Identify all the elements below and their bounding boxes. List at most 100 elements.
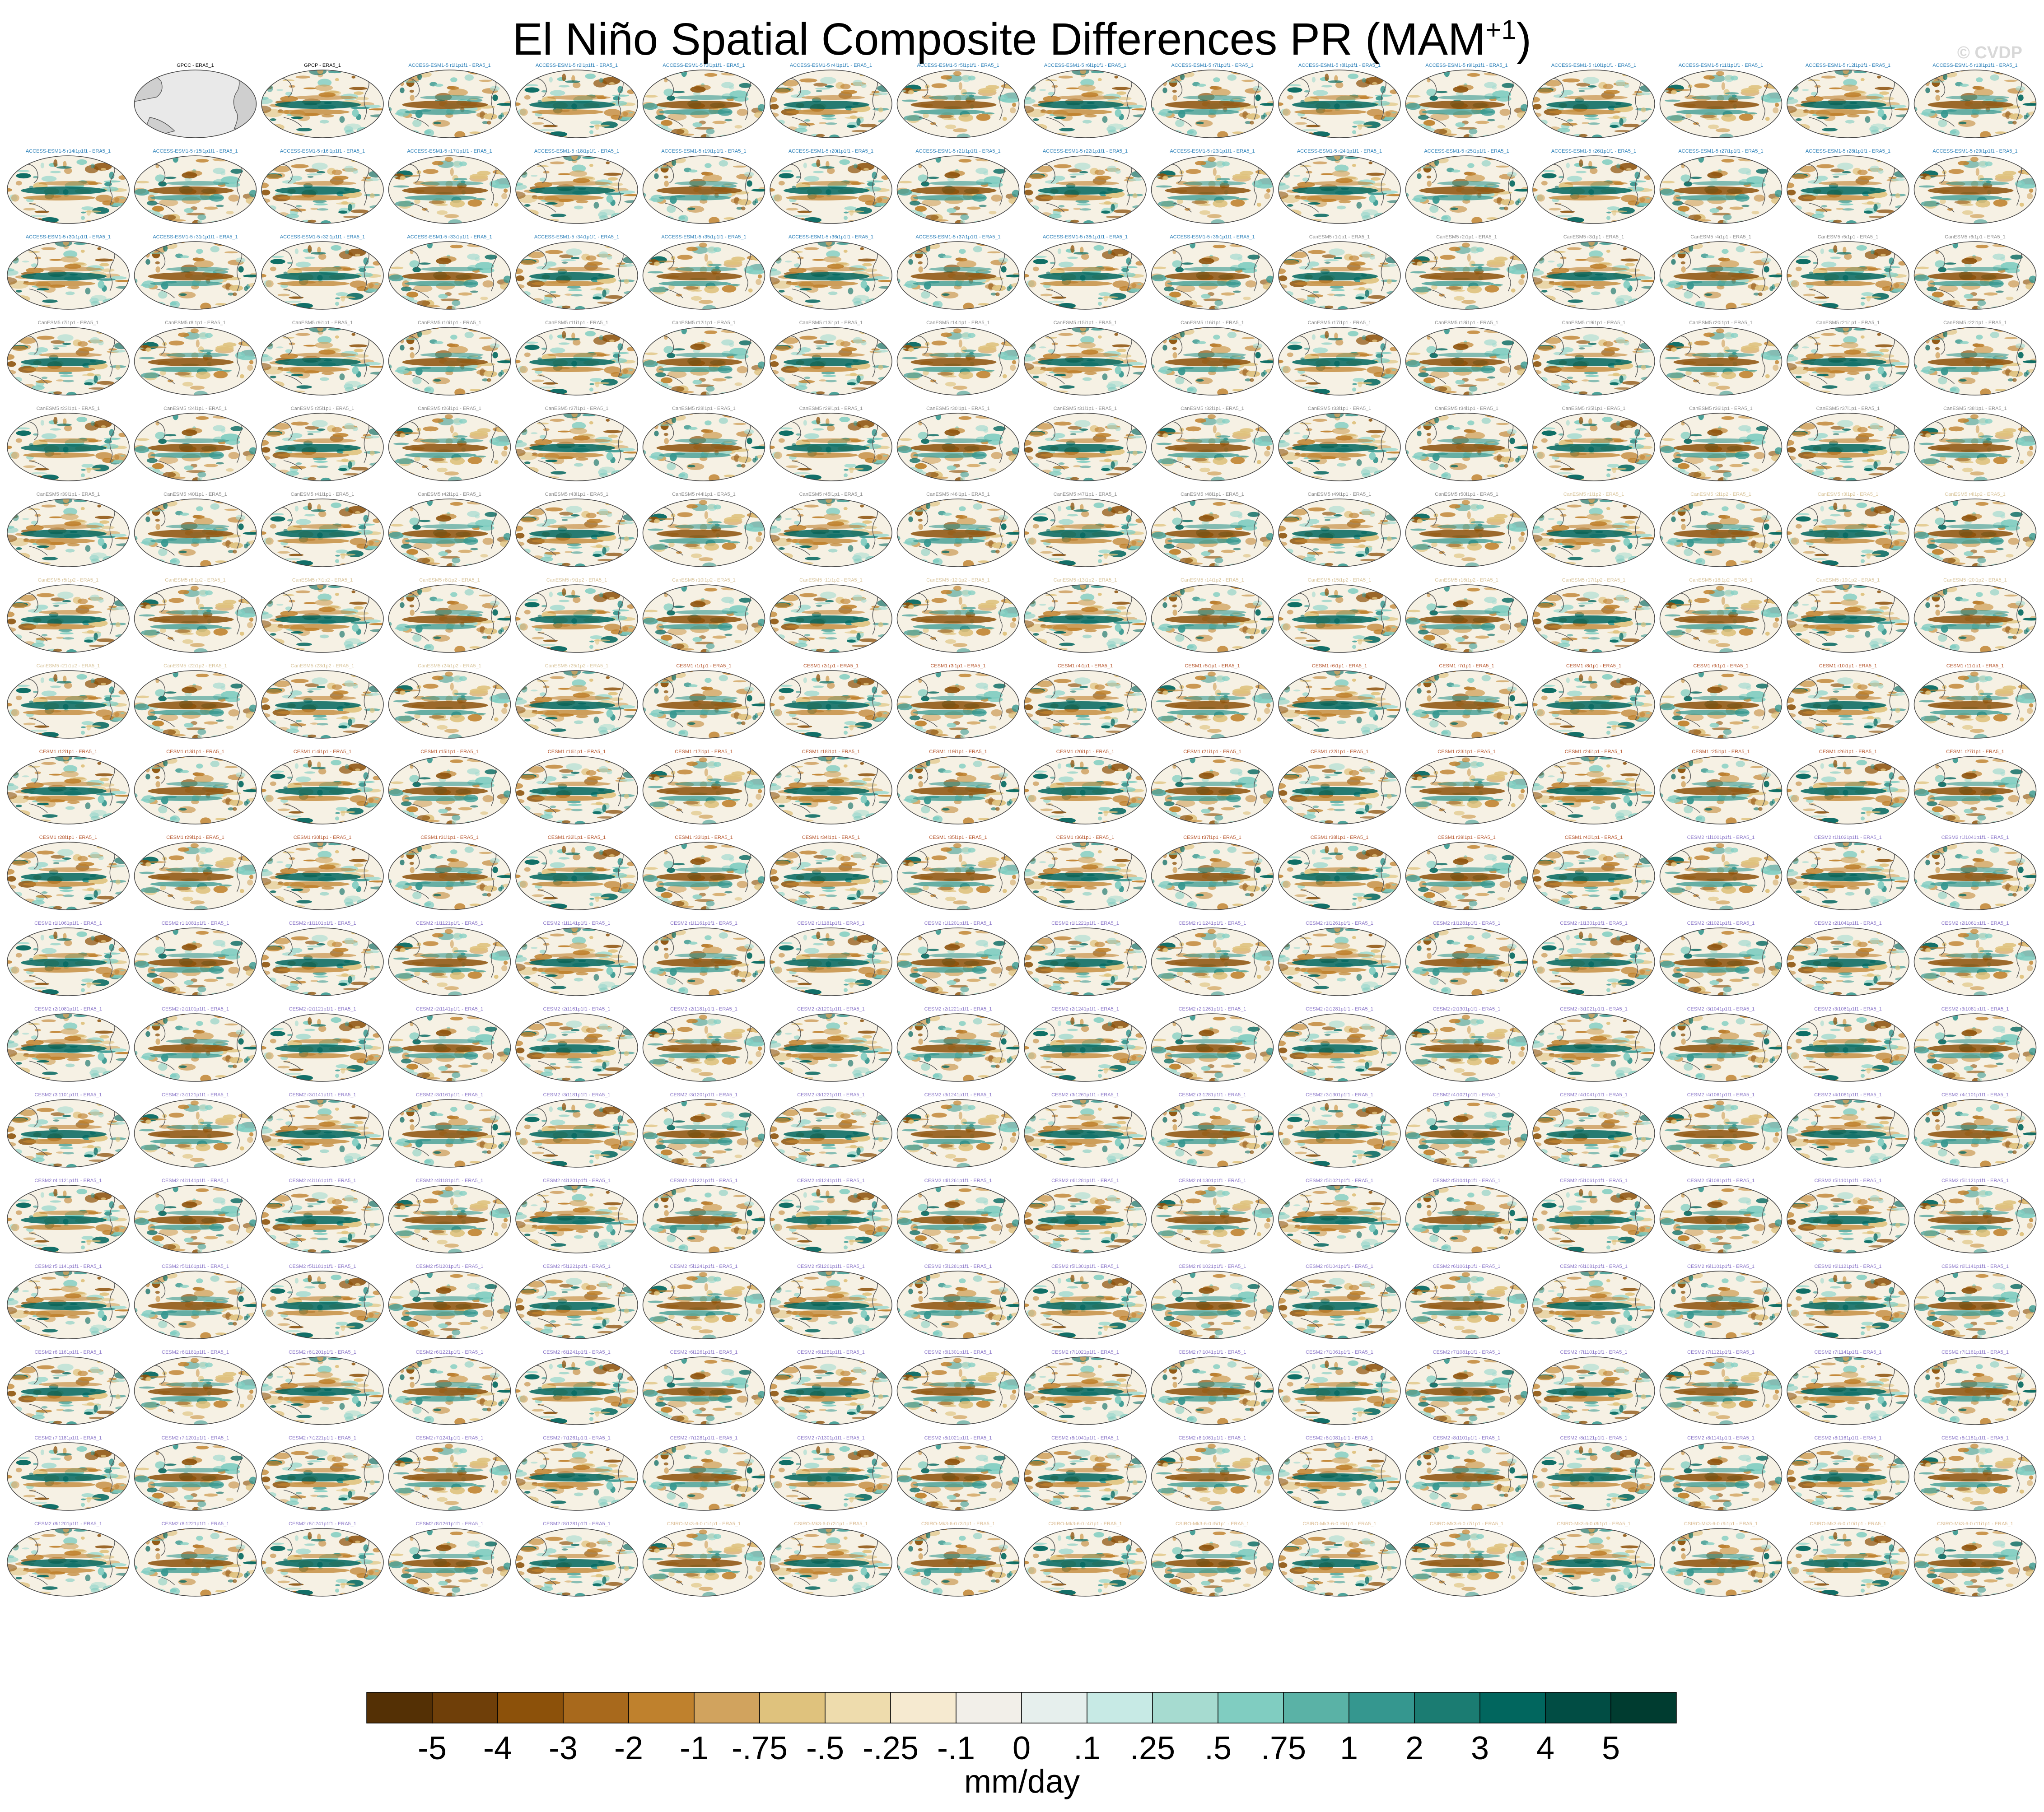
map-panel: CanESM5 r17i1p2 - ERA5_1	[1529, 578, 1661, 656]
map-panel: CESM1 r8i1p1 - ERA5_1	[1528, 663, 1661, 741]
panel-label: CESM1 r26i1p1 - ERA5_1	[1819, 749, 1877, 755]
map-panel: ACCESS-ESM1-5 r34i1p1f1 - ERA5_1	[512, 234, 644, 312]
panel-label: CESM2 r5i1221p1f1 - ERA5_1	[543, 1264, 611, 1269]
colorbar-tick-label: .75	[1261, 1730, 1306, 1766]
map-panel: CESM2 r8i1281p1f1 - ERA5_1	[512, 1521, 644, 1599]
panel-label: CESM2 r1i1261p1f1 - ERA5_1	[1306, 921, 1373, 926]
panel-label: GPCP - ERA5_1	[304, 63, 341, 68]
panel-label: CanESM5 r6i1p2 - ERA5_1	[165, 578, 226, 583]
map-panel: CanESM5 r1i1p1 - ERA5_1	[1274, 234, 1406, 312]
colorbar-swatch	[694, 1692, 760, 1723]
map-panel: CanESM5 r38i1p1 - ERA5_1	[1904, 406, 2039, 484]
map-panel: CESM2 r2i1181p1f1 - ERA5_1	[633, 1006, 768, 1084]
panel-label: CESM1 r15i1p1 - ERA5_1	[420, 749, 478, 755]
precip-anomaly-map	[511, 1357, 644, 1427]
map-panel: CESM2 r5i1261p1f1 - ERA5_1	[763, 1264, 897, 1339]
panel-label: CESM2 r1i1241p1f1 - ERA5_1	[1179, 921, 1246, 926]
precip-anomaly-map	[125, 325, 259, 398]
panel-label: CESM1 r32i1p1 - ERA5_1	[548, 835, 606, 840]
map-panel: ACCESS-ESM1-5 r37i1p1f1 - ERA5_1	[894, 234, 1023, 311]
panel-label: CanESM5 r12i1p1 - ERA5_1	[672, 320, 736, 326]
precip-anomaly-map	[894, 1269, 1023, 1340]
panel-label: CanESM5 r15i1p2 - ERA5_1	[1308, 578, 1372, 583]
precip-anomaly-map	[254, 839, 389, 910]
precip-anomaly-map	[512, 1012, 644, 1085]
panel-label: CESM2 r6i1061p1f1 - ERA5_1	[1433, 1264, 1501, 1269]
precip-anomaly-map	[2, 1443, 135, 1513]
precip-anomaly-map	[1019, 1528, 1152, 1599]
precip-anomaly-map	[1148, 582, 1278, 654]
panel-label: CESM2 r4i1241p1f1 - ERA5_1	[797, 1178, 865, 1183]
precip-anomaly-map	[1526, 239, 1660, 309]
map-panel: CESM2 r6i1241p1f1 - ERA5_1	[511, 1350, 644, 1427]
map-panel: CESM1 r39i1p1 - ERA5_1	[1403, 835, 1528, 913]
map-panel: CESM2 r1i1221p1f1 - ERA5_1	[1020, 921, 1152, 999]
map-panel: ACCESS-ESM1-5 r12i1p1f1 - ERA5_1	[1780, 63, 1914, 138]
map-panel: CSIRO-Mk3-6-0 r10i1p1 - ERA5_1	[1782, 1521, 1915, 1599]
panel-label: CanESM5 r11i1p1 - ERA5_1	[545, 320, 608, 326]
panel-label: CanESM5 r22i1p2 - ERA5_1	[163, 663, 227, 669]
map-panel: CESM2 r3i1241p1f1 - ERA5_1	[887, 1092, 1022, 1170]
panel-label: CanESM5 r26i1p1 - ERA5_1	[418, 406, 481, 411]
panel-label: CanESM5 r5i1p1 - ERA5_1	[1818, 234, 1879, 240]
precip-anomaly-map	[1274, 1270, 1406, 1342]
precip-anomaly-map	[894, 497, 1023, 568]
colorbar-tick-label: 5	[1602, 1730, 1620, 1766]
panel-label: CESM2 r8i1101p1f1 - ERA5_1	[1433, 1435, 1500, 1441]
panel-label: CanESM5 r28i1p1 - ERA5_1	[672, 406, 736, 411]
panel-label: CESM2 r2i1181p1f1 - ERA5_1	[670, 1006, 737, 1012]
precip-anomaly-map	[1529, 1098, 1661, 1170]
map-panel: CanESM5 r34i1p1 - ERA5_1	[1403, 406, 1532, 482]
precip-anomaly-map	[257, 756, 389, 827]
panel-label: CESM1 r40i1p1 - ERA5_1	[1565, 835, 1623, 840]
map-panel: CESM2 r1i1121p1f1 - ERA5_1	[379, 921, 513, 998]
map-panel: CanESM5 r22i1p2 - ERA5_1	[132, 663, 257, 741]
panel-label: CESM1 r34i1p1 - ERA5_1	[802, 835, 860, 840]
panel-label: CESM2 r8i1141p1f1 - ERA5_1	[1687, 1435, 1755, 1441]
precip-anomaly-map	[0, 1268, 135, 1339]
map-panel: CESM1 r15i1p1 - ERA5_1	[386, 749, 511, 827]
panel-label: CESM2 r7i1161p1f1 - ERA5_1	[1941, 1350, 2009, 1355]
precip-anomaly-map	[257, 927, 389, 999]
map-panel: CESM2 r1i1041p1f1 - ERA5_1	[1911, 835, 2040, 911]
panel-label: CESM2 r7i1261p1f1 - ERA5_1	[543, 1435, 611, 1441]
precip-anomaly-map	[1911, 1355, 2040, 1426]
map-panel: CESM2 r7i1221p1f1 - ERA5_1	[257, 1435, 389, 1514]
precip-anomaly-map	[1020, 154, 1152, 227]
panel-label: CSIRO-Mk3-6-0 r8i1p1 - ERA5_1	[1557, 1521, 1630, 1527]
map-panel: ACCESS-ESM1-5 r13i1p1f1 - ERA5_1	[1911, 63, 2040, 139]
colorbar-units: mm/day	[964, 1764, 1080, 1800]
panel-label: CESM2 r2i1101p1f1 - ERA5_1	[162, 1006, 229, 1012]
map-panel: CanESM5 r44i1p1 - ERA5_1	[633, 492, 768, 569]
panel-label: CESM2 r8i1041p1f1 - ERA5_1	[1051, 1435, 1119, 1441]
map-panel: CESM2 r4i1121p1f1 - ERA5_1	[2, 1178, 135, 1256]
map-panel: CanESM5 r18i1p1 - ERA5_1	[1403, 320, 1528, 398]
map-panel: CESM2 r8i1201p1f1 - ERA5_1	[0, 1521, 135, 1596]
panel-label: CESM2 r6i1121p1f1 - ERA5_1	[1815, 1264, 1882, 1269]
map-panel: CanESM5 r31i1p1 - ERA5_1	[1020, 406, 1152, 484]
map-panel: CESM2 r7i1161p1f1 - ERA5_1	[1911, 1350, 2040, 1426]
map-panel: CESM2 r2i1261p1f1 - ERA5_1	[1149, 1006, 1274, 1085]
precip-anomaly-map	[640, 1096, 765, 1171]
panel-label: CESM2 r8i1181p1f1 - ERA5_1	[1941, 1435, 2009, 1441]
map-panel: CESM1 r31i1p1 - ERA5_1	[386, 835, 515, 911]
panel-label: CESM1 r18i1p1 - ERA5_1	[802, 749, 860, 755]
map-panel: CanESM5 r42i1p1 - ERA5_1	[386, 492, 511, 570]
panel-label: CESM2 r2i1221p1f1 - ERA5_1	[924, 1006, 992, 1012]
colorbar-swatch	[1349, 1692, 1415, 1723]
precip-anomaly-map	[386, 1097, 515, 1169]
precip-anomaly-map	[254, 67, 389, 138]
precip-anomaly-map	[765, 156, 898, 226]
panel-label: ACCESS-ESM1-5 r9i1p1f1 - ERA5_1	[1425, 63, 1507, 68]
precip-anomaly-map	[1529, 326, 1661, 398]
map-panel: CESM1 r17i1p1 - ERA5_1	[633, 749, 768, 827]
map-panel: CESM2 r8i1081p1f1 - ERA5_1	[1271, 1435, 1406, 1510]
panel-label: CanESM5 r21i1p1 - ERA5_1	[1816, 320, 1880, 326]
map-panel: CanESM5 r16i1p2 - ERA5_1	[1403, 578, 1528, 656]
map-panel: CESM2 r4i1021p1f1 - ERA5_1	[1403, 1092, 1528, 1170]
precip-anomaly-map	[1142, 1440, 1276, 1513]
precip-anomaly-map	[766, 326, 898, 398]
panel-label: CESM1 r2i1p1 - ERA5_1	[803, 663, 859, 669]
chart-title-text: El Niño Spatial Composite Differences PR…	[512, 14, 1486, 65]
panel-label: CSIRO-Mk3-6-0 r7i1p1 - ERA5_1	[1430, 1521, 1503, 1527]
